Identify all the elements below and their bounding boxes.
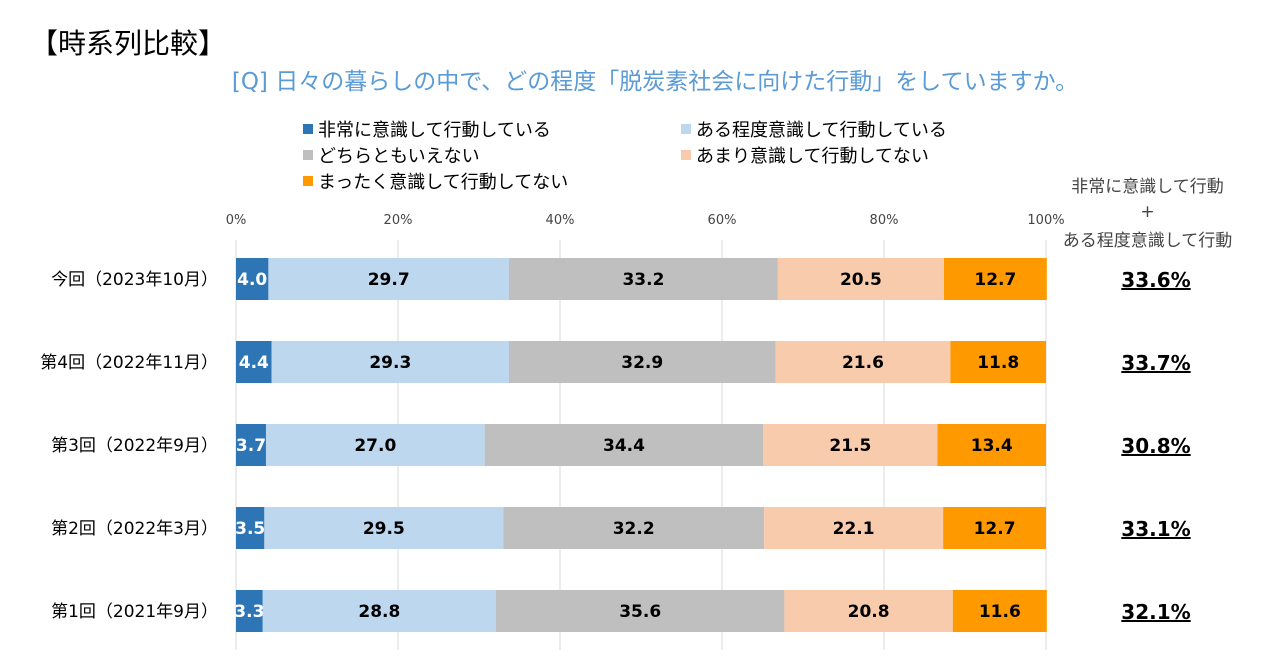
data-label: 20.5 xyxy=(840,270,882,290)
data-label: 27.0 xyxy=(354,436,396,456)
x-tick-label: 20% xyxy=(384,213,413,228)
legend-label: まったく意識して行動してない xyxy=(318,172,569,193)
data-label: 33.2 xyxy=(622,270,664,290)
bar-segment xyxy=(262,590,497,632)
legend-label: どちらともいえない xyxy=(318,146,480,167)
x-tick-label: 60% xyxy=(708,213,737,228)
bar-segment xyxy=(764,507,944,549)
sum-label: 33.1% xyxy=(1121,517,1190,541)
side-header-line2: ある程度意識して行動 xyxy=(1062,231,1233,251)
bar-segment xyxy=(508,341,776,383)
sum-label: 33.6% xyxy=(1121,268,1190,292)
bar-segment xyxy=(236,507,265,549)
legend-swatch xyxy=(303,124,313,134)
bar-segment xyxy=(268,258,509,300)
x-tick-label: 0% xyxy=(226,213,247,228)
bar-segment xyxy=(271,341,509,383)
x-tick-label: 80% xyxy=(870,213,899,228)
data-label: 4.4 xyxy=(239,353,269,373)
category-label: 今回（2023年10月） xyxy=(51,270,218,290)
x-tick-label: 100% xyxy=(1027,213,1064,228)
legend-item-somewhat-conscious: ある程度意識して行動している xyxy=(681,116,947,142)
data-label: 3.7 xyxy=(236,436,266,456)
section-header: 【時系列比較】 xyxy=(30,27,227,60)
bar-segment xyxy=(236,590,263,632)
bar-segment xyxy=(763,424,938,466)
category-label: 第1回（2021年9月） xyxy=(51,602,218,622)
bar-segment xyxy=(484,424,764,466)
bar-segment xyxy=(777,258,944,300)
legend-swatch xyxy=(303,176,313,186)
sum-label: 30.8% xyxy=(1121,434,1190,458)
question-text: [Q] 日々の暮らしの中で、どの程度「脱炭素社会に向けた行動」をしていますか。 xyxy=(231,69,1079,95)
data-label: 3.5 xyxy=(235,519,265,539)
bar-segment xyxy=(496,590,785,632)
data-label: 29.7 xyxy=(368,270,410,290)
category-label: 第4回（2022年11月） xyxy=(40,353,218,373)
legend-item-not-much: あまり意識して行動してない xyxy=(681,142,929,168)
legend-item-very-conscious: 非常に意識して行動している xyxy=(303,116,551,142)
x-tick-label: 40% xyxy=(546,213,575,228)
legend-swatch xyxy=(681,124,691,134)
data-label: 34.4 xyxy=(603,436,645,456)
data-label: 28.8 xyxy=(358,602,400,622)
data-label: 11.6 xyxy=(979,602,1021,622)
sum-label: 32.1% xyxy=(1121,600,1190,624)
data-label: 29.3 xyxy=(369,353,411,373)
legend-label: 非常に意識して行動している xyxy=(318,120,551,141)
data-label: 21.6 xyxy=(842,353,884,373)
legend-item-neutral: どちらともいえない xyxy=(303,142,480,168)
data-label: 32.9 xyxy=(621,353,663,373)
legend-swatch xyxy=(681,150,691,160)
side-header-plus: + xyxy=(1140,202,1155,222)
data-label: 13.4 xyxy=(971,436,1013,456)
side-header-line1: 非常に意識して行動 xyxy=(1071,177,1224,197)
legend-label: ある程度意識して行動している xyxy=(696,120,947,141)
data-label: 21.5 xyxy=(829,436,871,456)
bar-segment xyxy=(943,507,1046,549)
legend-swatch xyxy=(303,150,313,160)
bar-segment xyxy=(503,507,765,549)
category-label: 第2回（2022年3月） xyxy=(51,519,218,539)
data-label: 4.0 xyxy=(237,270,267,290)
bar-segment xyxy=(236,341,272,383)
bar-segment xyxy=(950,341,1046,383)
legend-item-not-at-all: まったく意識して行動してない xyxy=(303,168,568,194)
category-label: 第3回（2022年9月） xyxy=(51,436,218,456)
bar-segment xyxy=(943,258,1047,300)
bar-segment xyxy=(784,590,953,632)
bar-segment xyxy=(775,341,951,383)
data-label: 12.7 xyxy=(974,270,1016,290)
data-label: 12.7 xyxy=(974,519,1016,539)
bar-segment xyxy=(236,258,269,300)
bar-segment xyxy=(952,590,1047,632)
data-label: 20.8 xyxy=(848,602,890,622)
legend-label: あまり意識して行動してない xyxy=(696,146,929,167)
bar-segment xyxy=(264,507,504,549)
data-label: 35.6 xyxy=(619,602,661,622)
data-label: 32.2 xyxy=(613,519,655,539)
data-label: 22.1 xyxy=(833,519,875,539)
bar-segment xyxy=(265,424,485,466)
bar-segment xyxy=(508,258,778,300)
data-label: 3.3 xyxy=(234,602,264,622)
bar-segment xyxy=(937,424,1046,466)
data-label: 11.8 xyxy=(977,353,1019,373)
data-label: 29.5 xyxy=(363,519,405,539)
sum-label: 33.7% xyxy=(1121,351,1190,375)
bar-segment xyxy=(236,424,266,466)
